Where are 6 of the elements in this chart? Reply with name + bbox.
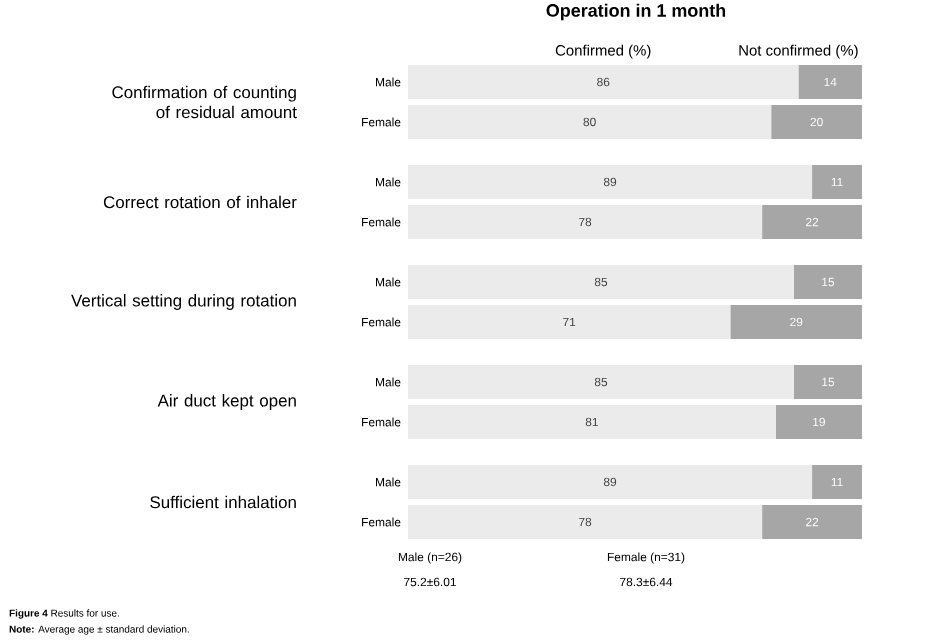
- chart-title: Operation in 1 month: [546, 3, 726, 21]
- text: Vertical setting during rotation: [71, 294, 296, 310]
- text: Confirmation of counting of residual amount: [112, 85, 297, 119]
- text: Air duct kept open: [157, 394, 296, 410]
- text: Sufficient inhalation: [150, 495, 296, 509]
- text: Correct rotation of inhaler: [103, 195, 297, 209]
